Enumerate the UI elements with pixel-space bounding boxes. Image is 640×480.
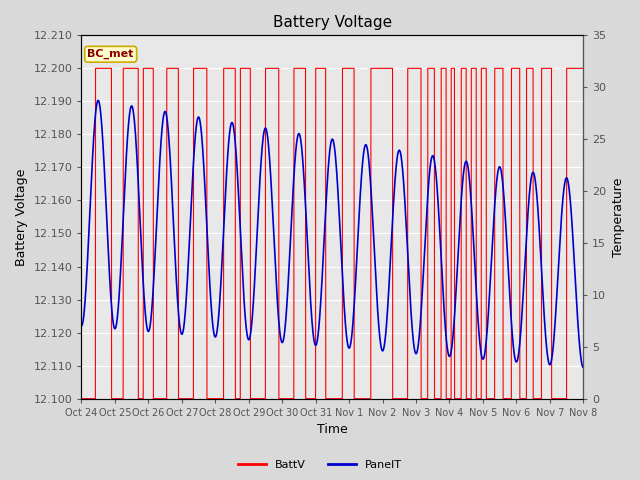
Legend: BattV, PanelT: BattV, PanelT xyxy=(234,456,406,474)
Text: BC_met: BC_met xyxy=(88,49,134,60)
Y-axis label: Battery Voltage: Battery Voltage xyxy=(15,168,28,265)
Title: Battery Voltage: Battery Voltage xyxy=(273,15,392,30)
Y-axis label: Temperature: Temperature xyxy=(612,177,625,257)
X-axis label: Time: Time xyxy=(317,423,348,436)
